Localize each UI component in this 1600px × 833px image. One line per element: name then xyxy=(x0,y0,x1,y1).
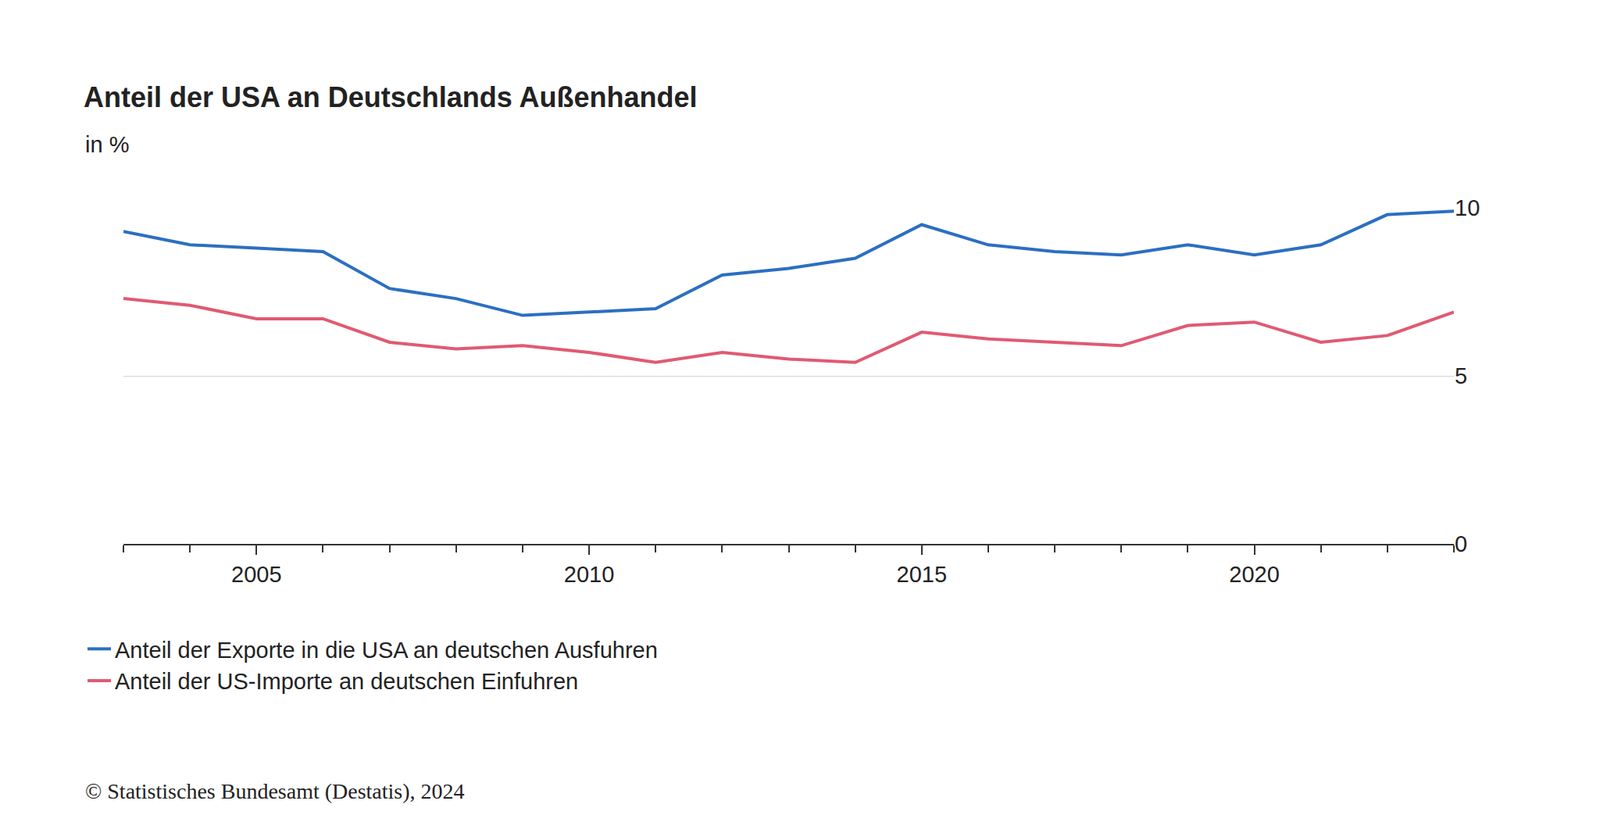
svg-text:2005: 2005 xyxy=(231,561,283,587)
svg-text:5: 5 xyxy=(1454,363,1468,389)
svg-text:0: 0 xyxy=(1454,531,1468,557)
svg-text:© Statistisches Bundesamt (Des: © Statistisches Bundesamt (Destatis), 20… xyxy=(85,778,465,804)
svg-text:10: 10 xyxy=(1454,195,1480,221)
svg-text:in %: in % xyxy=(85,132,129,158)
svg-text:Anteil der Exporte in die USA: Anteil der Exporte in die USA an deutsch… xyxy=(114,637,658,663)
svg-text:2015: 2015 xyxy=(896,561,948,587)
svg-text:Anteil der USA an Deutschlands: Anteil der USA an Deutschlands Außenhand… xyxy=(83,81,697,114)
svg-text:2010: 2010 xyxy=(564,561,615,587)
svg-text:2020: 2020 xyxy=(1228,561,1280,587)
svg-text:Anteil der US-Importe an deuts: Anteil der US-Importe an deutschen Einfu… xyxy=(114,668,579,694)
